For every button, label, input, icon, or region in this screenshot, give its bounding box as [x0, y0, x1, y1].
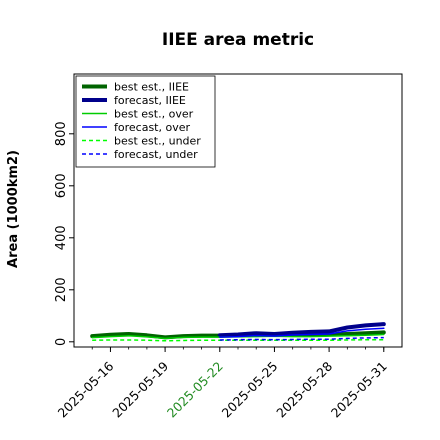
x-tick-label: 2025-05-25 [219, 359, 281, 421]
y-axis: 0 200 400 600 800 [54, 121, 74, 346]
y-tick-label: 600 [54, 173, 69, 198]
x-tick-label: 2025-05-22 [164, 359, 226, 421]
x-tick-label: 2025-05-31 [328, 359, 390, 421]
chart-title: IIEE area metric [162, 30, 314, 50]
legend-box [75, 75, 216, 168]
legend-label-forecast-iiee: forecast, IIEE [114, 94, 186, 107]
y-tick-label: 0 [54, 338, 69, 346]
legend-label-forecast-over: forecast, over [114, 121, 190, 134]
y-tick-label: 800 [54, 121, 69, 146]
legend-label-forecast-under: forecast, under [114, 148, 198, 161]
series-lines [90, 322, 386, 342]
x-tick-label: 2025-05-28 [273, 358, 335, 420]
legend-label-best-est-iiee: best est., IIEE [114, 81, 189, 94]
x-tick-label: 2025-05-16 [55, 358, 117, 420]
series-line-best-est-under [92, 338, 384, 342]
y-tick-label: 200 [54, 277, 69, 302]
series-line-forecast-over [219, 327, 385, 338]
x-axis: 2025-05-162025-05-192025-05-222025-05-25… [55, 347, 390, 420]
legend-label-best-est-over: best est., over [114, 108, 194, 121]
y-tick-label: 400 [54, 225, 69, 250]
series-line-forecast-iiee [217, 322, 386, 338]
series-line-forecast-under [219, 336, 384, 341]
x-tick-label: 2025-05-19 [109, 358, 171, 420]
legend-label-best-est-under: best est., under [114, 135, 201, 148]
y-axis-label: Area (1000km2) [6, 150, 21, 268]
